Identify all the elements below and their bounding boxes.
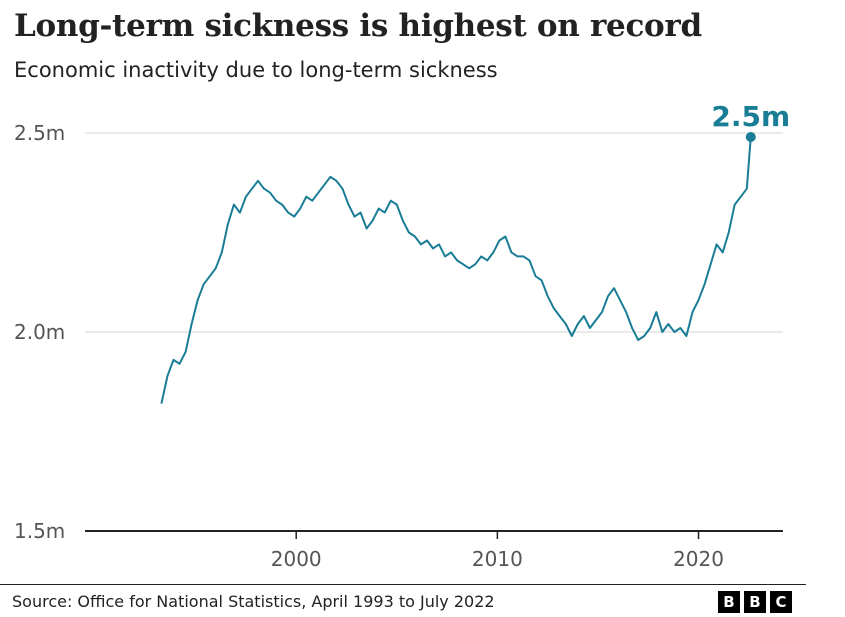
y-axis-tick-labels: 1.5m 2.0m 2.5m: [14, 121, 65, 543]
bbc-logo: B B C: [718, 591, 792, 613]
latest-value-label: 2.5m: [711, 100, 790, 133]
chart-subtitle: Economic inactivity due to long-term sic…: [14, 58, 498, 82]
source-note: Source: Office for National Statistics, …: [12, 592, 495, 611]
series-line: [160, 136, 752, 404]
y-tick-label: 2.0m: [14, 320, 65, 344]
x-axis: 2000 2010 2020: [271, 531, 724, 571]
chart-title: Long-term sickness is highest on record: [14, 8, 702, 44]
logo-letter-c: C: [770, 591, 792, 613]
x-tick-label: 2000: [271, 547, 322, 571]
y-tick-label: 1.5m: [14, 519, 65, 543]
gridlines: [85, 132, 783, 532]
logo-letter-b2: B: [744, 591, 766, 613]
line-chart: 1.5m 2.0m 2.5m 2000 2010 2020 2.5m: [14, 100, 790, 571]
series-layer: 2.5m: [160, 100, 790, 404]
logo-letter-b1: B: [718, 591, 740, 613]
latest-point: [745, 131, 756, 142]
footer-divider: [0, 584, 806, 585]
x-tick-label: 2020: [673, 547, 724, 571]
y-tick-label: 2.5m: [14, 121, 65, 145]
x-tick-label: 2010: [472, 547, 523, 571]
